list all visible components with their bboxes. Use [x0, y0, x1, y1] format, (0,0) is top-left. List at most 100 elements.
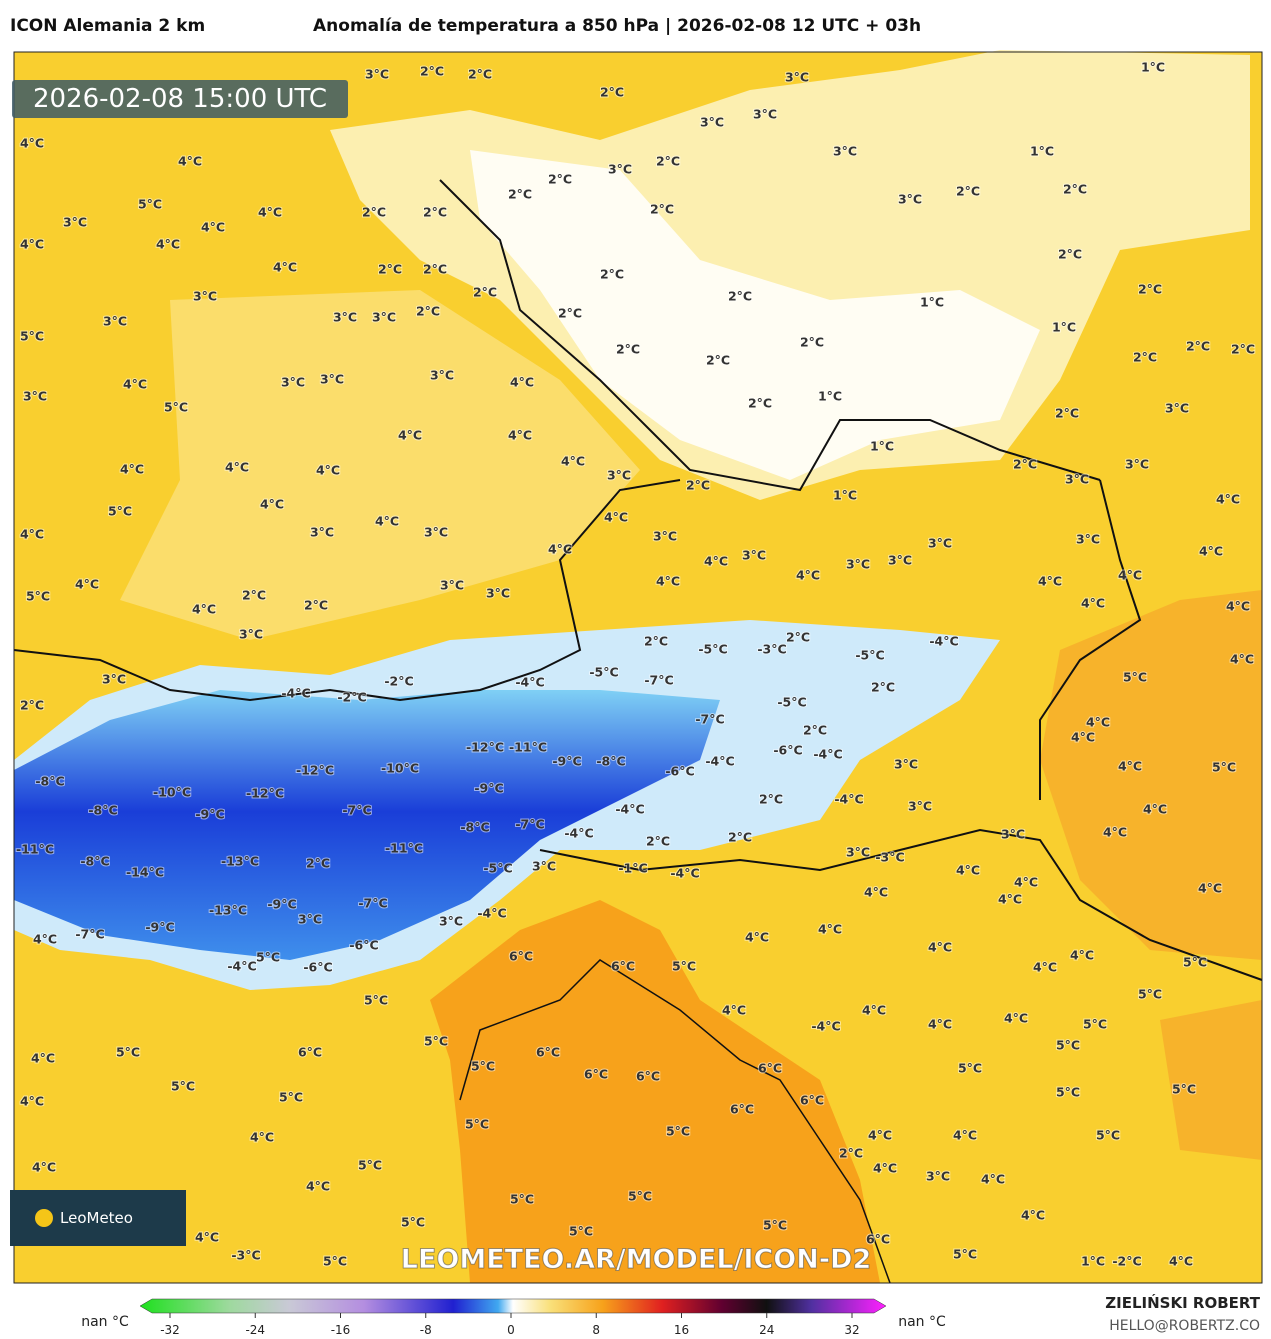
temperature-label: 4°C [868, 1128, 892, 1143]
colorbar-tick-label: 24 [759, 1323, 774, 1337]
logo-text: LeoMeteo [60, 1209, 133, 1227]
temperature-label: -7°C [644, 673, 673, 688]
colorbar-tick-label: -32 [160, 1323, 180, 1337]
temperature-label: -11°C [509, 740, 547, 755]
temperature-label: 5°C [672, 959, 696, 974]
colorbar-tick-label: 0 [507, 1323, 515, 1337]
temperature-label: 3°C [888, 553, 912, 568]
temperature-labels: 3°C 2°C 2°C 2°C 3°C 1°C 4°C 3°C 3°C 4°C 3°C 1°C 2°C 2… [15, 59, 1256, 1270]
temperature-label: 4°C [548, 542, 572, 557]
temperature-label: 4°C [1086, 715, 1110, 730]
temperature-label: 2°C [1231, 342, 1255, 357]
temperature-label: 2°C [306, 856, 330, 871]
temperature-label: 5°C [138, 197, 162, 212]
temperature-label: 6°C [866, 1232, 890, 1247]
temperature-label: 3°C [281, 375, 305, 390]
colorbar-right-label: nan °C [898, 1314, 946, 1330]
temperature-label: -4°C [670, 866, 699, 881]
colorbar-tick-label: -16 [331, 1323, 351, 1337]
temperature-label: 3°C [846, 845, 870, 860]
temperature-label: 2°C [1055, 406, 1079, 421]
temperature-label: 4°C [20, 527, 44, 542]
temperature-label: 4°C [1198, 881, 1222, 896]
temperature-label: 2°C [616, 342, 640, 357]
temperature-label: 4°C [225, 460, 249, 475]
temperature-label: 5°C [26, 589, 50, 604]
temperature-label: 4°C [510, 375, 534, 390]
author: ZIELIŃSKI ROBERT [1105, 1293, 1260, 1312]
temperature-label: 1°C [1030, 144, 1054, 159]
warm-region [430, 900, 880, 1283]
temperature-label: 3°C [1076, 532, 1100, 547]
temperature-label: 5°C [279, 1090, 303, 1105]
temperature-label: -9°C [195, 807, 224, 822]
temperature-label: 2°C [646, 834, 670, 849]
temperature-label: 2°C [600, 85, 624, 100]
temperature-label: 5°C [1096, 1128, 1120, 1143]
temperature-label: 4°C [1021, 1208, 1045, 1223]
temperature-label: 2°C [656, 154, 680, 169]
temperature-label: 4°C [862, 1003, 886, 1018]
temperature-label: 3°C [1065, 472, 1089, 487]
temperature-label: -10°C [153, 785, 191, 800]
colorbar-ramp [139, 1298, 887, 1314]
temperature-label: 6°C [536, 1045, 560, 1060]
temperature-label: 3°C [846, 557, 870, 572]
temperature-label: 5°C [256, 950, 280, 965]
temperature-label: 2°C [728, 289, 752, 304]
map-frame [13, 51, 1263, 1284]
temperature-label: 5°C [358, 1158, 382, 1173]
pale-region [120, 290, 640, 640]
temperature-label: 2°C [1063, 182, 1087, 197]
temperature-label: 1°C [920, 295, 944, 310]
temperature-label: 4°C [561, 454, 585, 469]
temperature-label: 4°C [20, 1094, 44, 1109]
temperature-label: 3°C [63, 215, 87, 230]
temperature-label: 4°C [1014, 875, 1038, 890]
temperature-label: 3°C [424, 525, 448, 540]
border-line [13, 479, 681, 702]
temperature-label: -7°C [342, 803, 371, 818]
temperature-label: 4°C [1199, 544, 1223, 559]
temperature-label: -3°C [231, 1248, 260, 1263]
temperature-label: 5°C [628, 1189, 652, 1204]
temperature-label: 5°C [108, 504, 132, 519]
temperature-label: 2°C [468, 67, 492, 82]
temperature-label: -14°C [126, 865, 164, 880]
temperature-label: 3°C [1165, 401, 1189, 416]
coast-line [459, 959, 891, 1284]
temperature-label: 4°C [956, 863, 980, 878]
temperature-label: 3°C [310, 525, 334, 540]
temperature-label: -12°C [296, 763, 334, 778]
temperature-label: -10°C [381, 761, 419, 776]
temperature-label: 1°C [1081, 1254, 1105, 1269]
timestamp: 2026-02-08 15:00 UTC [33, 84, 327, 114]
temperature-label: 6°C [509, 949, 533, 964]
temperature-label: 2°C [839, 1146, 863, 1161]
temperature-label: 2°C [242, 588, 266, 603]
temperature-label: 4°C [192, 602, 216, 617]
temperature-label: 3°C [298, 912, 322, 927]
temperature-label: 3°C [753, 107, 777, 122]
temperature-label: 1°C [870, 439, 894, 454]
temperature-label: -11°C [16, 842, 54, 857]
temperature-label: 4°C [953, 1128, 977, 1143]
temperature-label: 6°C [584, 1067, 608, 1082]
temperature-label: 2°C [644, 634, 668, 649]
temperature-label: -8°C [80, 854, 109, 869]
temperature-label: 3°C [908, 799, 932, 814]
temperature-label: 4°C [604, 510, 628, 525]
temperature-label: 4°C [250, 1130, 274, 1145]
temperature-label: 2°C [706, 353, 730, 368]
temperature-label: 4°C [1081, 596, 1105, 611]
temperature-label: 4°C [1103, 825, 1127, 840]
temperature-label: -4°C [515, 675, 544, 690]
temperature-label: 4°C [20, 237, 44, 252]
temperature-label: -11°C [385, 841, 423, 856]
temperature-label: 4°C [31, 1051, 55, 1066]
temperature-label: 2°C [378, 262, 402, 277]
temperature-label: 2°C [600, 267, 624, 282]
temperature-label: 4°C [928, 940, 952, 955]
colorbar-tick-label: 16 [674, 1323, 689, 1337]
